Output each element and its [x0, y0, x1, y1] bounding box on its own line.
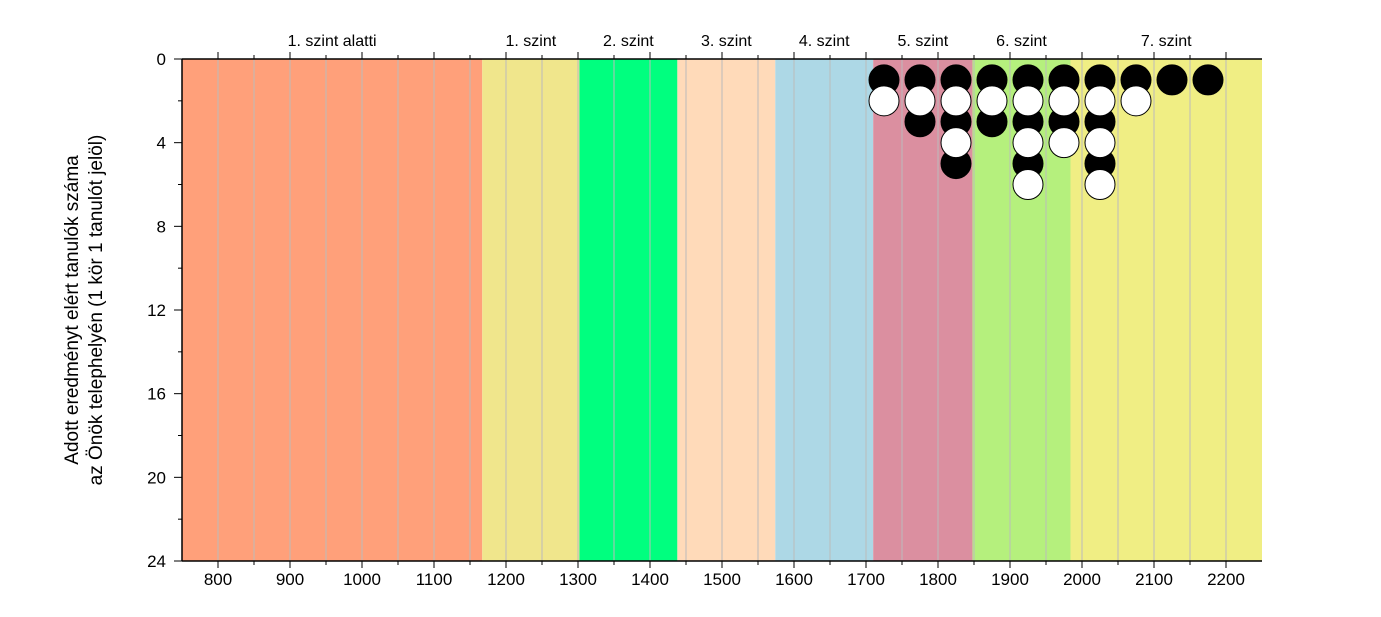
x-tick-label: 1100: [416, 570, 453, 589]
band-label-6: 6. szint: [996, 33, 1047, 50]
x-axis-ticks: 800 900 1000 1100 1200 1300 1400 1500 1600 1700 18…: [204, 52, 1245, 589]
white-student-marker: [1012, 85, 1044, 117]
x-tick-label: 1300: [559, 570, 597, 589]
band-label-3: 3. szint: [701, 33, 752, 50]
y-tick-label: 4: [157, 134, 166, 153]
x-tick-label: 1000: [343, 570, 381, 589]
white-student-marker: [1084, 169, 1116, 200]
y-tick-label: 24: [147, 552, 166, 571]
vertical-gridlines: [217, 59, 1227, 561]
y-axis-label: Adott eredményt elért tanulók száma az Ö…: [62, 135, 107, 486]
x-tick-label: 1200: [487, 570, 525, 589]
white-student-marker: [1012, 127, 1044, 159]
white-student-marker: [976, 85, 1008, 117]
band-label-7: 7. szint: [1141, 33, 1192, 50]
white-student-marker: [1012, 169, 1044, 200]
x-tick-label: 1900: [991, 570, 1029, 589]
white-student-marker: [940, 127, 972, 159]
student-markers: [868, 64, 1224, 200]
x-tick-label: 1500: [703, 570, 741, 589]
white-student-marker: [1048, 127, 1080, 159]
white-student-marker: [1084, 127, 1116, 159]
band-1: [482, 59, 580, 561]
x-tick-label: 2100: [1135, 570, 1173, 589]
black-student-marker: [1156, 64, 1188, 96]
band-label-1: 1. szint: [505, 33, 556, 50]
band-label-2: 2. szint: [603, 33, 654, 50]
x-tick-label: 800: [204, 570, 232, 589]
y-axis-label-line-1: Adott eredményt elért tanulók száma: [62, 155, 83, 465]
x-tick-label: 1800: [919, 570, 957, 589]
band-label-4: 4. szint: [799, 33, 850, 50]
x-tick-label: 1400: [631, 570, 669, 589]
band-label-0: 1. szint alatti: [288, 33, 377, 50]
white-student-marker: [940, 85, 972, 117]
band-label-5: 5. szint: [898, 33, 949, 50]
black-student-marker: [1192, 64, 1224, 96]
y-tick-label: 8: [157, 217, 166, 236]
level-band-labels: 1. szint alatti 1. szint 2. szint 3. szint 4…: [288, 33, 1192, 50]
band-3: [677, 59, 776, 561]
level-bands: [182, 59, 1262, 561]
white-student-marker: [1048, 85, 1080, 117]
y-tick-label: 16: [147, 385, 166, 404]
y-tick-label: 20: [147, 468, 166, 487]
y-tick-label: 0: [157, 50, 166, 69]
band-0: [182, 59, 483, 561]
x-tick-label: 900: [276, 570, 304, 589]
white-student-marker: [904, 85, 936, 117]
white-student-marker: [1120, 85, 1152, 117]
x-tick-label: 1700: [847, 570, 885, 589]
band-2: [579, 59, 678, 561]
y-tick-label: 12: [147, 301, 166, 320]
y-axis-label-line-2: az Önök telephelyén (1 kör 1 tanulót jel…: [86, 135, 107, 486]
band-4: [775, 59, 874, 561]
x-tick-label: 2000: [1063, 570, 1101, 589]
white-student-marker: [868, 85, 900, 117]
x-tick-label: 2200: [1207, 570, 1245, 589]
white-student-marker: [1084, 85, 1116, 117]
y-axis-ticks: 0 4 8 12 16 20 24: [147, 50, 182, 571]
x-tick-label: 1600: [775, 570, 813, 589]
